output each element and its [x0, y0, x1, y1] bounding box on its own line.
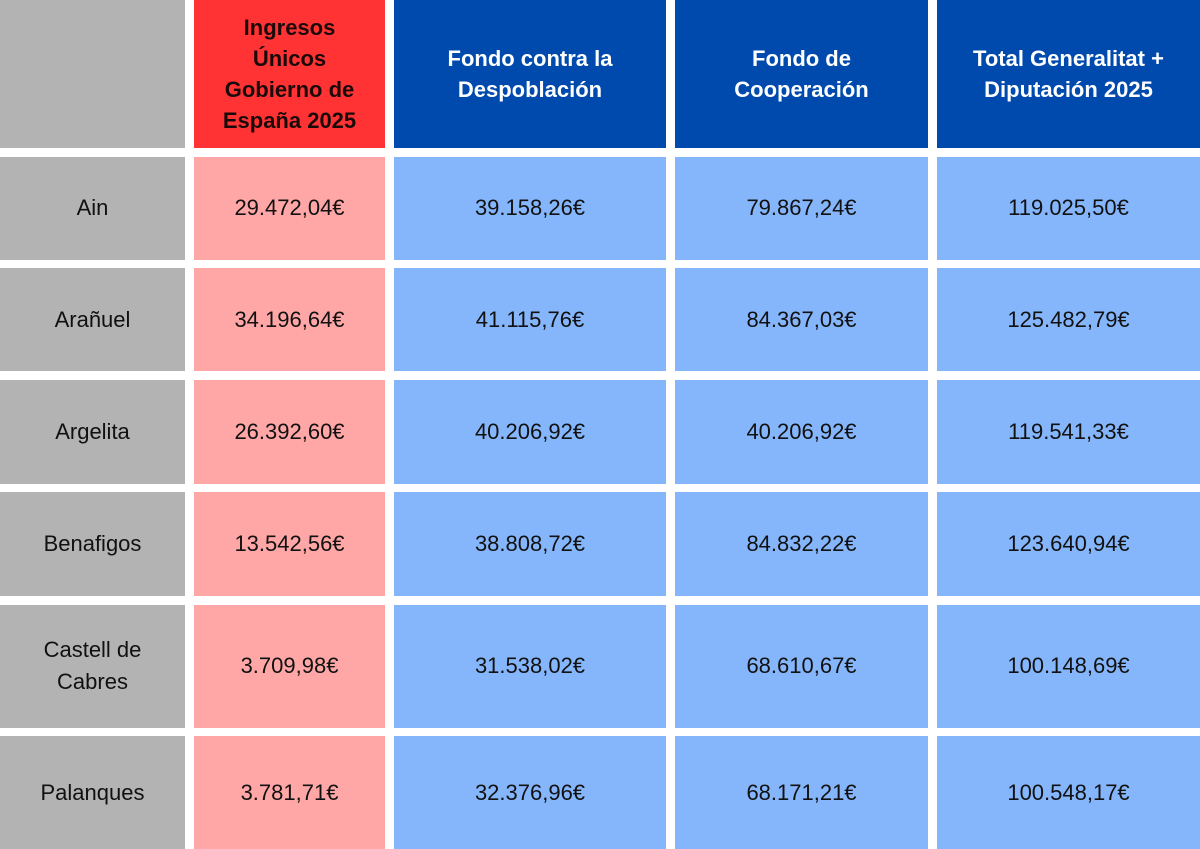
row-fondo-despoblacion: 32.376,96€ — [394, 736, 666, 849]
header-fondo-cooperacion: Fondo de Cooperación — [675, 0, 928, 148]
row-ingresos-unicos: 29.472,04€ — [194, 156, 385, 260]
row-fondo-despoblacion: 38.808,72€ — [394, 492, 666, 596]
row-fondo-cooperacion: 68.171,21€ — [675, 736, 928, 849]
row-fondo-cooperacion: 79.867,24€ — [675, 156, 928, 260]
row-ingresos-unicos: 13.542,56€ — [194, 492, 385, 596]
row-total: 100.548,17€ — [937, 736, 1200, 849]
header-ingresos-unicos: Ingresos Únicos Gobierno de España 2025 — [194, 0, 385, 148]
row-total: 100.148,69€ — [937, 604, 1200, 728]
row-total: 123.640,94€ — [937, 492, 1200, 596]
row-ingresos-unicos: 26.392,60€ — [194, 379, 385, 484]
row-ingresos-unicos: 3.709,98€ — [194, 604, 385, 728]
row-municipio: Benafigos — [0, 492, 185, 596]
row-fondo-despoblacion: 39.158,26€ — [394, 156, 666, 260]
row-fondo-despoblacion: 41.115,76€ — [394, 268, 666, 371]
row-ingresos-unicos: 34.196,64€ — [194, 268, 385, 371]
row-fondo-despoblacion: 40.206,92€ — [394, 379, 666, 484]
row-total: 119.025,50€ — [937, 156, 1200, 260]
header-empty-corner — [0, 0, 185, 148]
row-fondo-cooperacion: 68.610,67€ — [675, 604, 928, 728]
row-municipio: Argelita — [0, 379, 185, 484]
row-ingresos-unicos: 3.781,71€ — [194, 736, 385, 849]
row-municipio: Castell de Cabres — [0, 604, 185, 728]
header-total: Total Generalitat + Diputación 2025 — [937, 0, 1200, 148]
row-fondo-cooperacion: 84.367,03€ — [675, 268, 928, 371]
header-fondo-despoblacion: Fondo contra la Despoblación — [394, 0, 666, 148]
row-municipio: Arañuel — [0, 268, 185, 371]
row-fondo-despoblacion: 31.538,02€ — [394, 604, 666, 728]
row-total: 125.482,79€ — [937, 268, 1200, 371]
row-municipio: Ain — [0, 156, 185, 260]
row-fondo-cooperacion: 40.206,92€ — [675, 379, 928, 484]
row-total: 119.541,33€ — [937, 379, 1200, 484]
row-municipio: Palanques — [0, 736, 185, 849]
row-fondo-cooperacion: 84.832,22€ — [675, 492, 928, 596]
